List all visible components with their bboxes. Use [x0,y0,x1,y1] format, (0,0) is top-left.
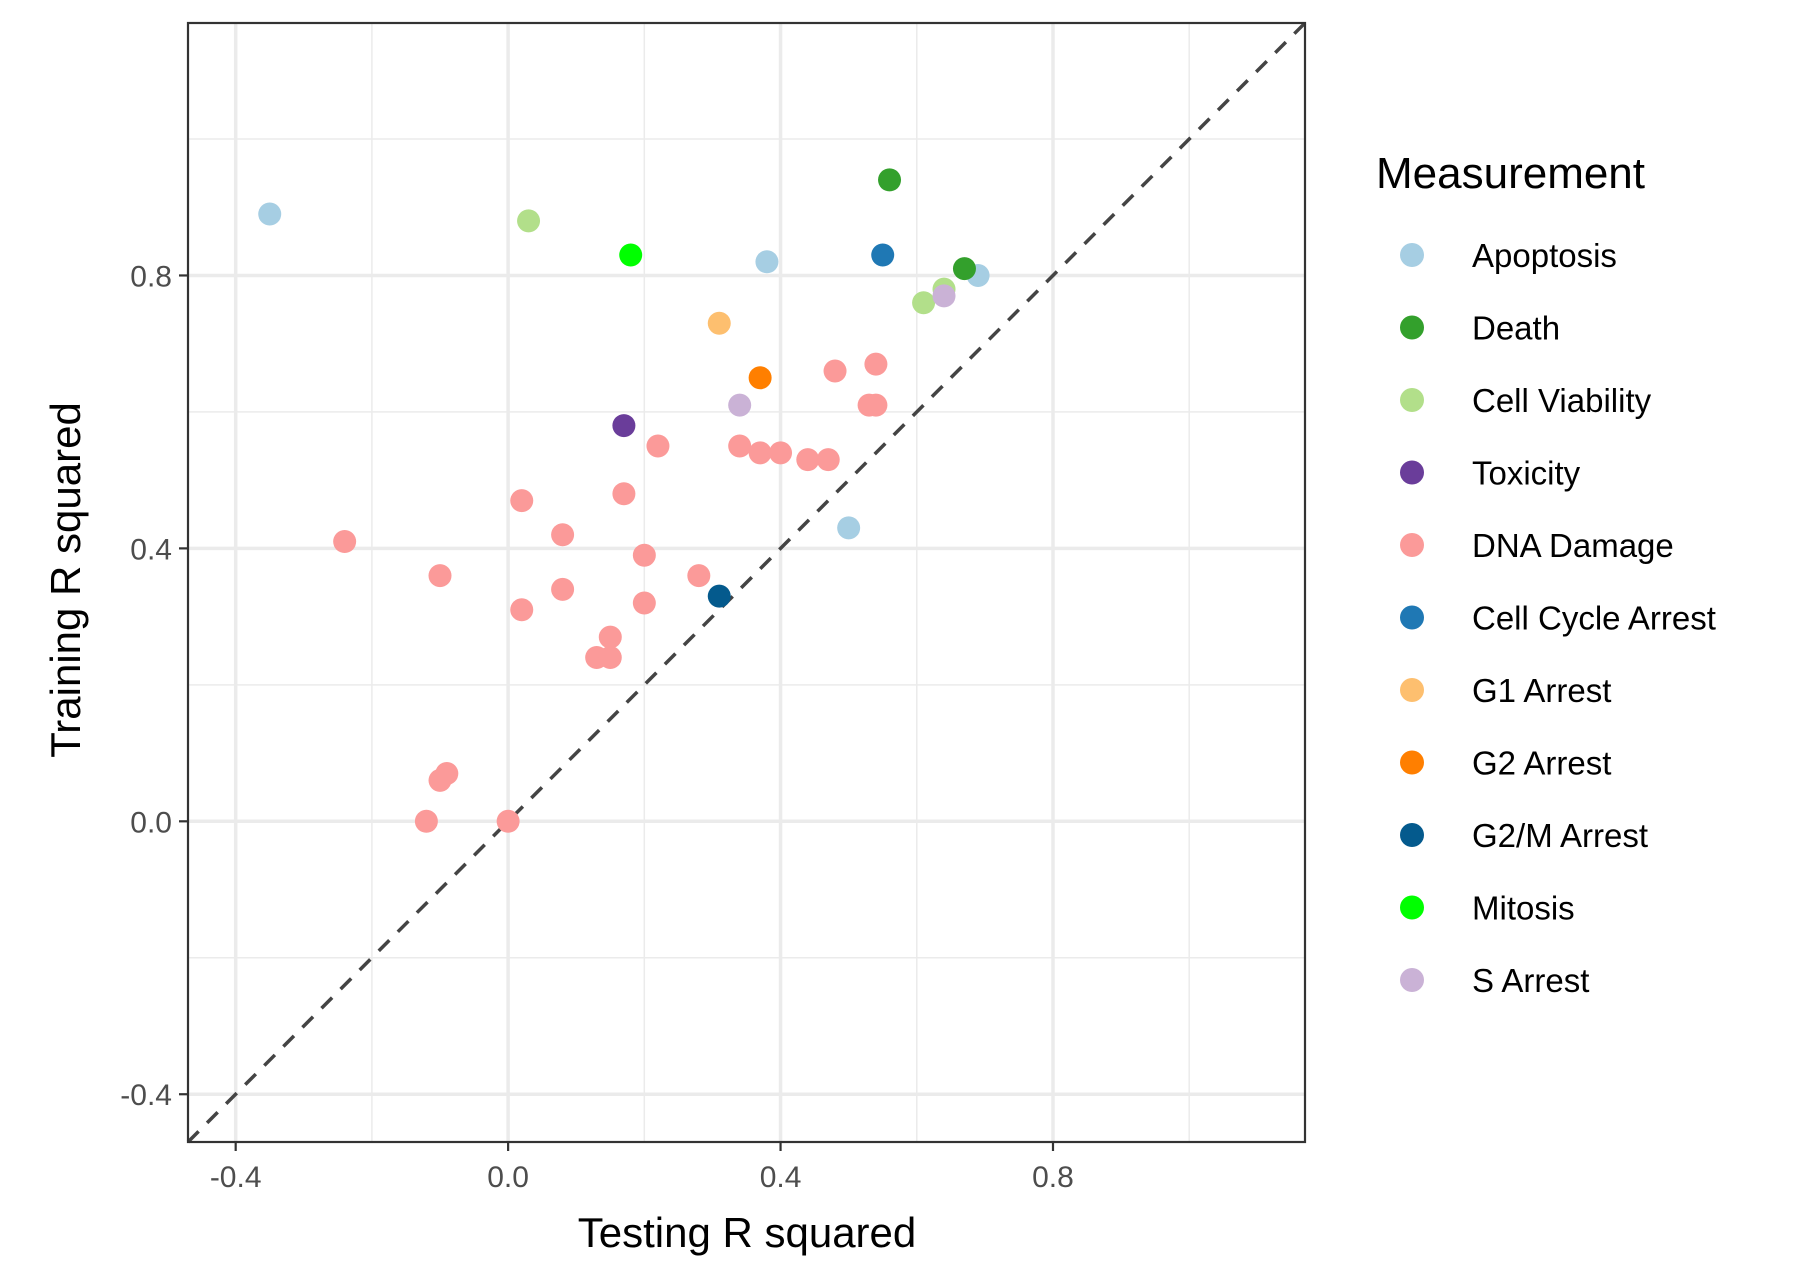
data-point [728,393,752,417]
legend-items: Apoptosis Death Cell Viability Toxicity DNA … [1400,237,1716,999]
legend-item: Mitosis [1400,890,1575,927]
data-point [612,482,636,506]
legend-key [1400,388,1424,412]
legend-item: Cell Cycle Arrest [1400,600,1716,637]
y-tick-label: 0.4 [130,533,172,566]
x-tick-label: 0.0 [487,1161,529,1194]
data-point [598,625,622,649]
legend-label: G2/M Arrest [1472,817,1648,854]
x-tick-label: 0.8 [1032,1161,1074,1194]
data-point [796,448,820,472]
legend-label: Death [1472,310,1560,347]
y-tick-label: 0.8 [130,260,172,293]
data-point [333,530,357,554]
legend-key [1400,243,1424,267]
data-point [619,243,643,267]
legend-item: Toxicity [1400,455,1581,492]
legend: Measurement Apoptosis Death Cell Viability… [1376,149,1716,999]
data-point [952,257,976,281]
legend-key [1400,968,1424,992]
data-point [871,243,895,267]
data-point [551,577,575,601]
data-point [517,209,541,233]
data-point [912,291,936,315]
legend-item: DNA Damage [1400,527,1674,564]
legend-key [1400,315,1424,340]
data-point [932,284,956,308]
data-point [687,564,711,588]
legend-label: G2 Arrest [1472,745,1611,782]
legend-key [1400,895,1424,920]
data-point [510,598,534,622]
y-tick-label: -0.4 [120,1079,172,1112]
data-point [414,809,438,833]
legend-title: Measurement [1376,149,1645,198]
plot-area [186,21,1307,1144]
legend-item: G2/M Arrest [1400,817,1648,854]
legend-key [1400,460,1424,485]
data-point [612,414,636,438]
legend-label: Cell Cycle Arrest [1472,600,1716,637]
legend-label: DNA Damage [1472,527,1674,564]
legend-label: Toxicity [1472,455,1581,492]
data-point [837,516,861,540]
legend-label: G1 Arrest [1472,672,1611,709]
data-point [435,762,459,786]
data-point [748,366,772,390]
data-point [878,168,902,192]
data-point [258,202,282,226]
legend-key [1400,533,1424,557]
data-point [864,352,888,376]
data-point [428,564,452,588]
legend-item: G1 Arrest [1400,672,1611,709]
data-point [707,584,731,608]
data-point [598,646,622,670]
y-axis-title: Training R squared [42,402,89,758]
data-point [816,448,840,472]
legend-key [1400,823,1424,847]
data-point [864,393,888,417]
legend-item: Cell Viability [1400,382,1652,419]
data-point [707,311,731,335]
legend-item: G2 Arrest [1400,745,1611,782]
data-point [632,543,656,567]
legend-label: Mitosis [1472,890,1575,927]
legend-key [1400,750,1424,775]
data-point [496,809,520,833]
x-tick-label: 0.4 [760,1161,802,1194]
data-point [755,250,779,274]
legend-key [1400,678,1424,702]
data-point [551,523,575,547]
data-point [748,441,772,465]
legend-item: Apoptosis [1400,237,1617,274]
data-point [728,434,752,458]
x-tick-label: -0.4 [210,1161,262,1194]
legend-key [1400,605,1424,630]
y-tick-label: 0.0 [130,806,172,839]
legend-item: S Arrest [1400,962,1589,999]
data-point [646,434,670,458]
x-axis: -0.4 0.0 0.4 0.8 [210,1142,1074,1194]
data-point [769,441,793,465]
legend-item: Death [1400,310,1560,347]
legend-label: Cell Viability [1472,382,1652,419]
legend-label: Apoptosis [1472,237,1617,274]
reference-line [186,21,1307,1144]
data-point [632,591,656,615]
x-axis-title: Testing R squared [578,1209,917,1256]
data-point [510,489,534,513]
data-point [823,359,847,383]
legend-label: S Arrest [1472,962,1589,999]
y-axis: -0.4 0.0 0.4 0.8 [120,260,188,1112]
panel-border [186,21,1307,1144]
